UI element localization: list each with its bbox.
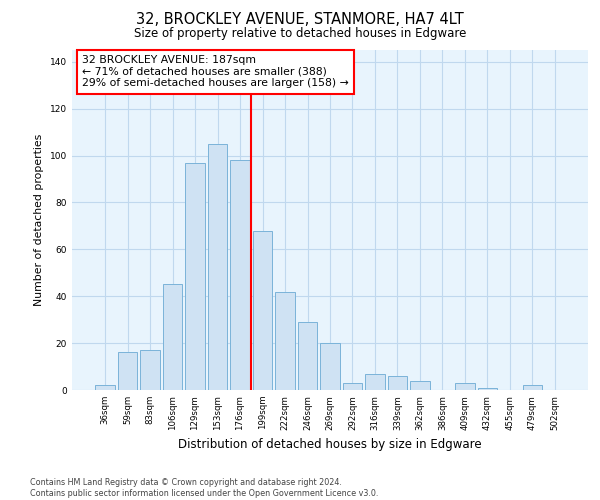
Bar (230, 160, 250, 390)
Text: Size of property relative to detached houses in Edgware: Size of property relative to detached ho… (134, 28, 466, 40)
Bar (388, 376, 407, 390)
Text: 32, BROCKLEY AVENUE, STANMORE, HA7 4LT: 32, BROCKLEY AVENUE, STANMORE, HA7 4LT (136, 12, 464, 28)
Bar (140, 350, 160, 390)
Bar (523, 386, 542, 390)
Bar (365, 374, 385, 390)
Bar (320, 343, 340, 390)
Bar (118, 352, 137, 390)
Text: Contains HM Land Registry data © Crown copyright and database right 2024.
Contai: Contains HM Land Registry data © Crown c… (30, 478, 379, 498)
Bar (410, 380, 430, 390)
Y-axis label: Number of detached properties: Number of detached properties (34, 134, 44, 306)
Bar (185, 162, 205, 390)
X-axis label: Distribution of detached houses by size in Edgware: Distribution of detached houses by size … (178, 438, 482, 451)
Bar (478, 388, 497, 390)
Bar (343, 383, 362, 390)
Bar (253, 230, 272, 390)
Bar (163, 284, 182, 390)
Bar (208, 144, 227, 390)
Bar (275, 292, 295, 390)
Bar (455, 383, 475, 390)
Bar (95, 386, 115, 390)
Text: 32 BROCKLEY AVENUE: 187sqm
← 71% of detached houses are smaller (388)
29% of sem: 32 BROCKLEY AVENUE: 187sqm ← 71% of deta… (82, 55, 349, 88)
Bar (298, 322, 317, 390)
